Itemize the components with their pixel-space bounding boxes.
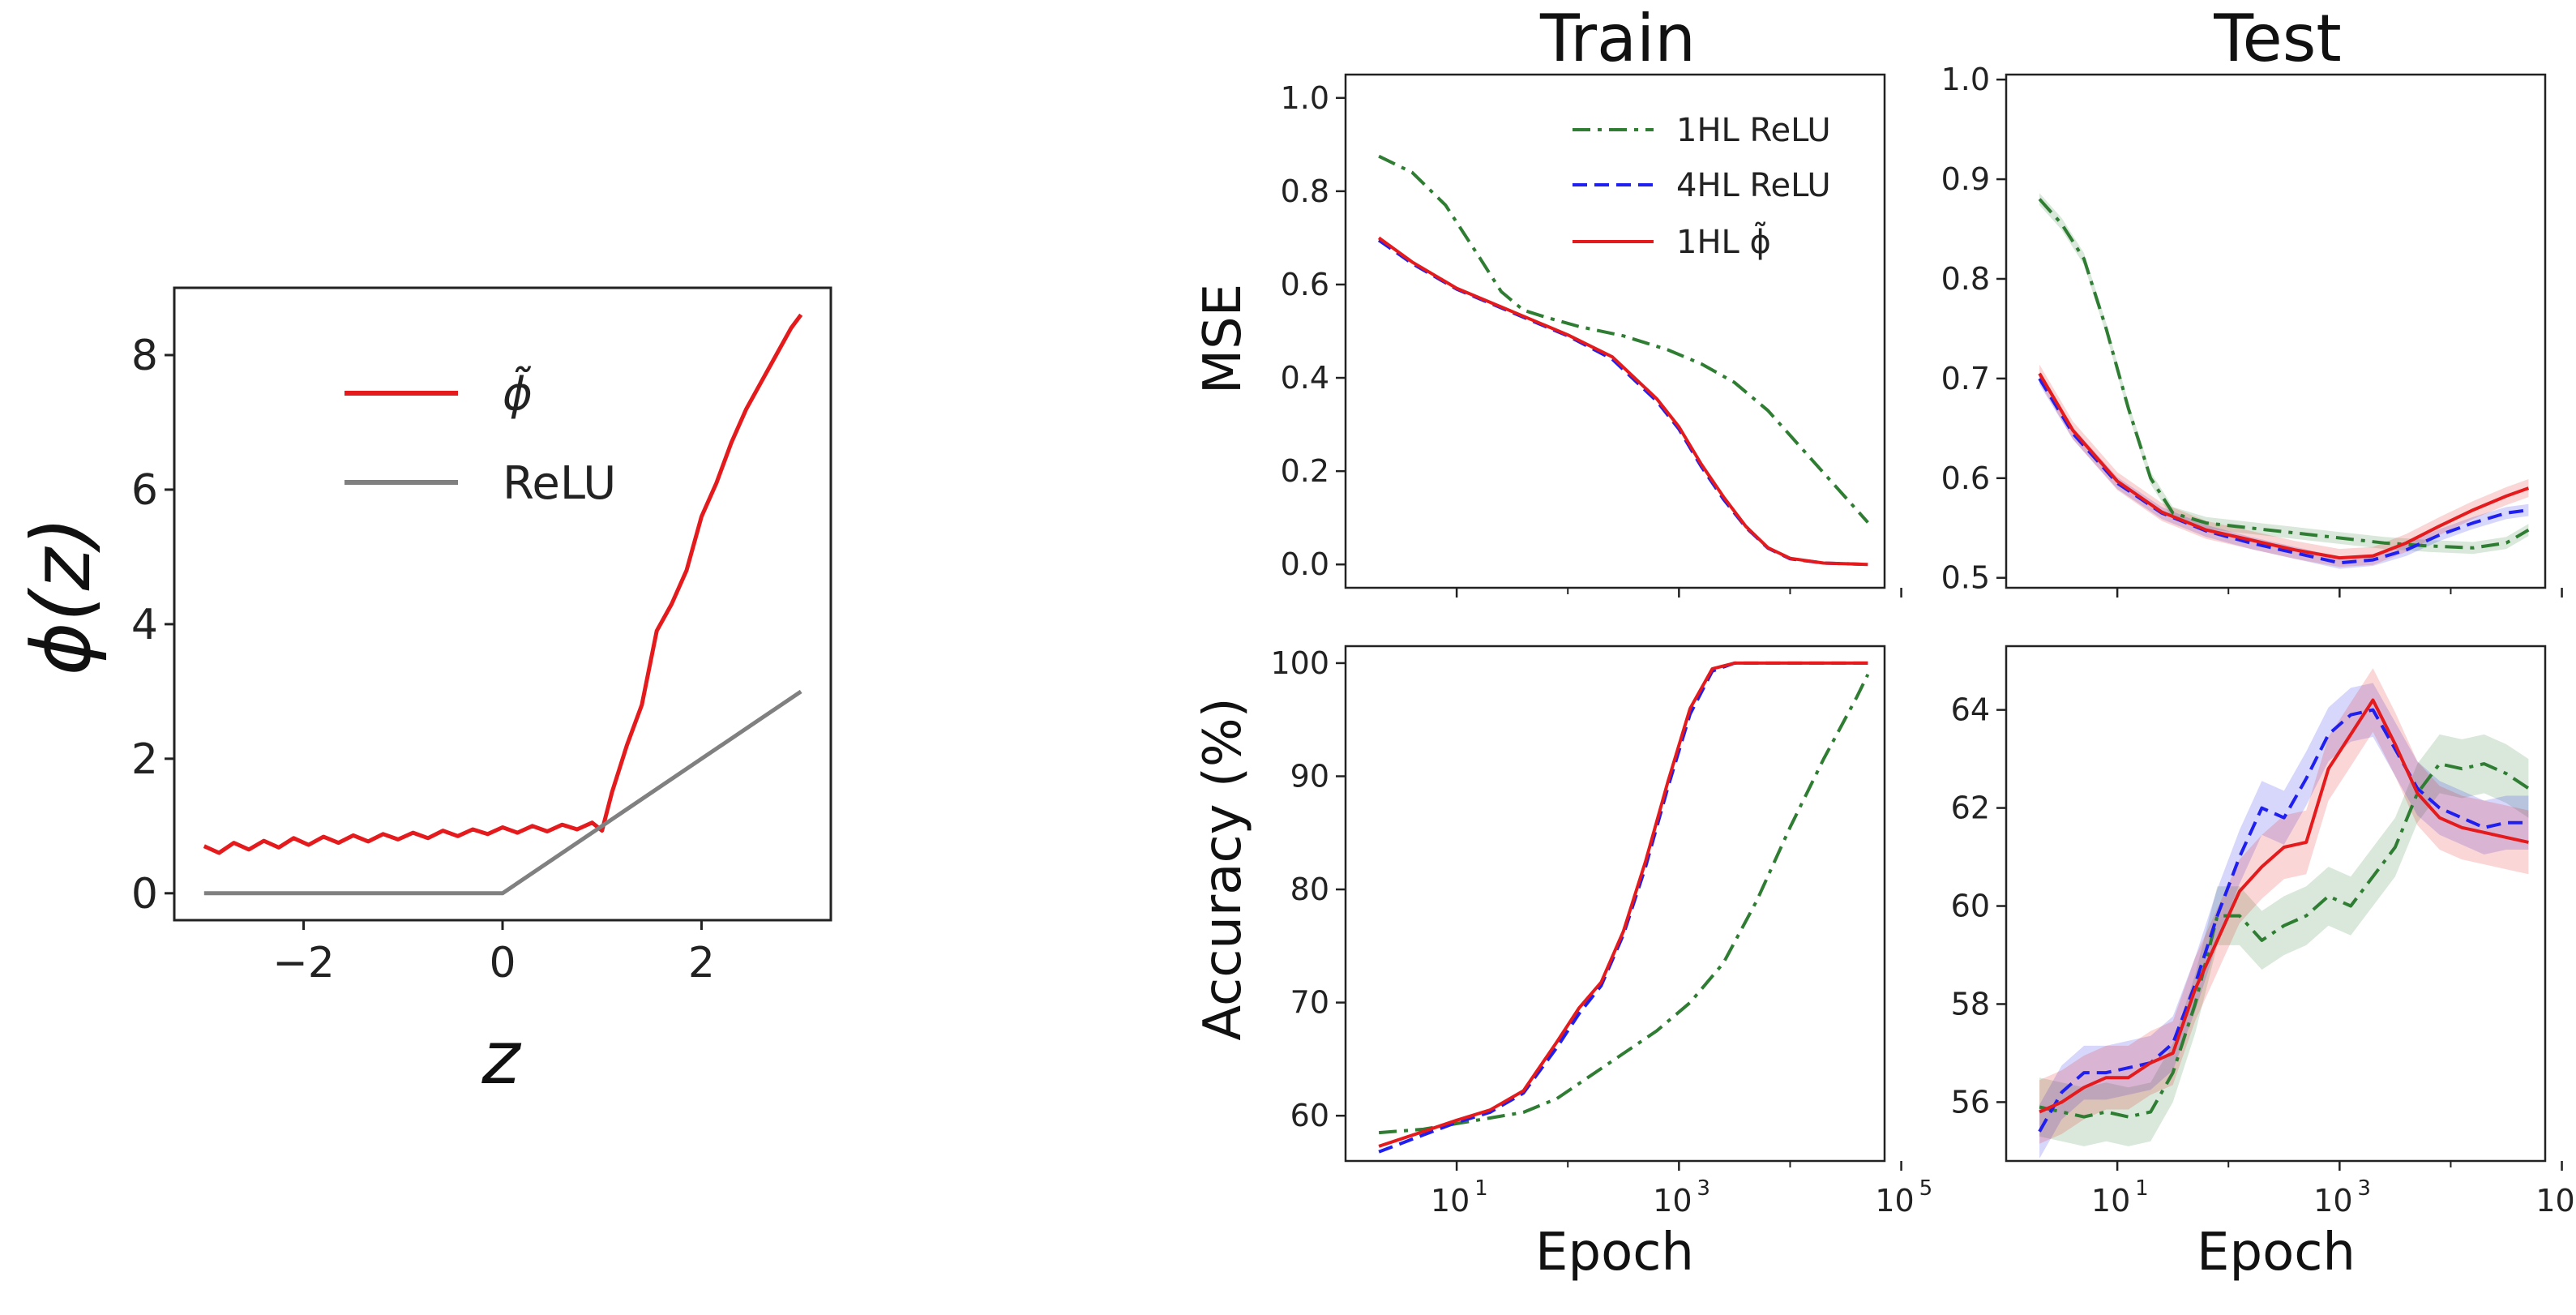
ytick-label: 80 (1290, 872, 1329, 907)
xtick-exponent: 3 (1697, 1176, 1710, 1201)
series-line-0 (1378, 154, 1869, 524)
confidence-band-0 (2039, 193, 2529, 555)
xtick-label: 10 (1875, 1183, 1914, 1219)
series-line-0 (1378, 674, 1870, 1135)
series-line-2 (2038, 372, 2530, 560)
series-line-0 (2038, 198, 2530, 550)
series-line-2 (1378, 661, 1868, 1148)
plot-area (2038, 193, 2530, 569)
xtick-label: 10 (2091, 1183, 2130, 1219)
axes-frame (2005, 73, 2547, 589)
ytick-label: 0.8 (1941, 261, 1990, 297)
series-line-1 (203, 689, 802, 896)
activation-panel: 0 2 4 6 8 −2 0 2 ϕ̃ ReLU (131, 286, 832, 987)
ytick-label: 64 (1951, 692, 1990, 728)
ytick-label: 60 (1290, 1098, 1329, 1133)
legend-label-0: ϕ̃ (503, 366, 533, 421)
confidence-band-2 (2039, 668, 2529, 1144)
ytick-label: 6 (131, 466, 158, 515)
ytick-label: 60 (1951, 889, 1990, 924)
xtick-label: 0 (489, 939, 516, 987)
ytick-label: 0.6 (1281, 267, 1329, 302)
xtick-label: 10 (2313, 1183, 2352, 1219)
confidence-band-1 (2039, 683, 2529, 1159)
xtick-exponent: 5 (1919, 1176, 1933, 1201)
confidence-band-0 (2039, 734, 2529, 1146)
legend-label-1: 4HL ReLU (1676, 167, 1831, 204)
series-line-0 (2039, 762, 2530, 1119)
ytick-label: 2 (131, 735, 158, 784)
plot-area (1378, 661, 1870, 1154)
ytick-label: 0.5 (1941, 560, 1990, 596)
series-line-1 (1377, 238, 1868, 567)
legend-label-0: 1HL ReLU (1676, 112, 1831, 149)
axes-frame (1344, 73, 1886, 589)
ytick-label: 8 (131, 332, 158, 380)
xtick-exponent: 3 (2357, 1176, 2371, 1201)
ytick-label: 70 (1290, 985, 1329, 1021)
test-column-title: Test (2213, 1, 2342, 76)
ytick-label: 56 (1951, 1084, 1990, 1120)
ytick-label: 0.9 (1941, 161, 1990, 197)
test-mse-panel: 0.5 0.6 0.7 0.8 0.9 1.0 (1941, 62, 2563, 598)
ytick-label: 0 (131, 870, 158, 919)
xtick-label: −2 (272, 939, 335, 987)
mse-ylabel: MSE (1193, 284, 1253, 394)
test-epoch-xlabel: Epoch (2197, 1223, 2356, 1283)
ytick-label: 90 (1290, 758, 1329, 794)
series-line-2 (2039, 698, 2529, 1114)
series-line-1 (1378, 661, 1868, 1154)
ytick-label: 4 (131, 601, 158, 649)
train-column-title: Train (1539, 1, 1696, 76)
xtick-label: 2 (688, 939, 715, 987)
ytick-label: 0.4 (1281, 360, 1329, 396)
plot-area (2038, 668, 2530, 1159)
xtick-exponent: 1 (1474, 1176, 1488, 1201)
accuracy-ylabel: Accuracy (%) (1193, 697, 1253, 1040)
series-line-1 (2038, 708, 2529, 1133)
ytick-label: 100 (1270, 645, 1329, 681)
ytick-label: 0.6 (1941, 460, 1990, 496)
confidence-band-2 (2039, 364, 2529, 568)
legend-label-2: 1HL ϕ̃ (1676, 221, 1771, 261)
test-accuracy-panel: 5658606264101103105 (1951, 645, 2575, 1219)
ytick-label: 0.8 (1281, 173, 1329, 209)
activation-ylabel: ϕ(z) (14, 516, 109, 675)
xtick-label: 10 (1431, 1183, 1470, 1219)
axes-frame (2005, 645, 2547, 1163)
ytick-label: 62 (1951, 790, 1990, 826)
xtick-exponent: 1 (2135, 1176, 2149, 1201)
ytick-label: 1.0 (1281, 80, 1329, 116)
plot-area (1377, 154, 1869, 567)
legend-label-1: ReLU (503, 457, 616, 510)
xtick-label: 10 (1653, 1183, 1692, 1219)
ytick-label: 0.7 (1941, 361, 1990, 396)
train-epoch-xlabel: Epoch (1535, 1223, 1694, 1283)
ytick-label: 1.0 (1941, 62, 1990, 97)
xtick-label: 10 (2535, 1183, 2574, 1219)
series-line-0 (203, 313, 803, 855)
axes-frame (1344, 645, 1886, 1163)
plot-area (203, 313, 803, 896)
train-mse-panel: 0.0 0.2 0.4 0.6 0.8 1.0 1HL ReLU 4HL ReLU 1HL ϕ̃ (1281, 73, 1902, 598)
ytick-label: 0.2 (1281, 453, 1329, 489)
activation-xlabel: z (481, 1016, 521, 1101)
ytick-label: 0.0 (1281, 546, 1329, 582)
series-line-2 (1377, 236, 1868, 567)
ytick-label: 58 (1951, 986, 1990, 1022)
